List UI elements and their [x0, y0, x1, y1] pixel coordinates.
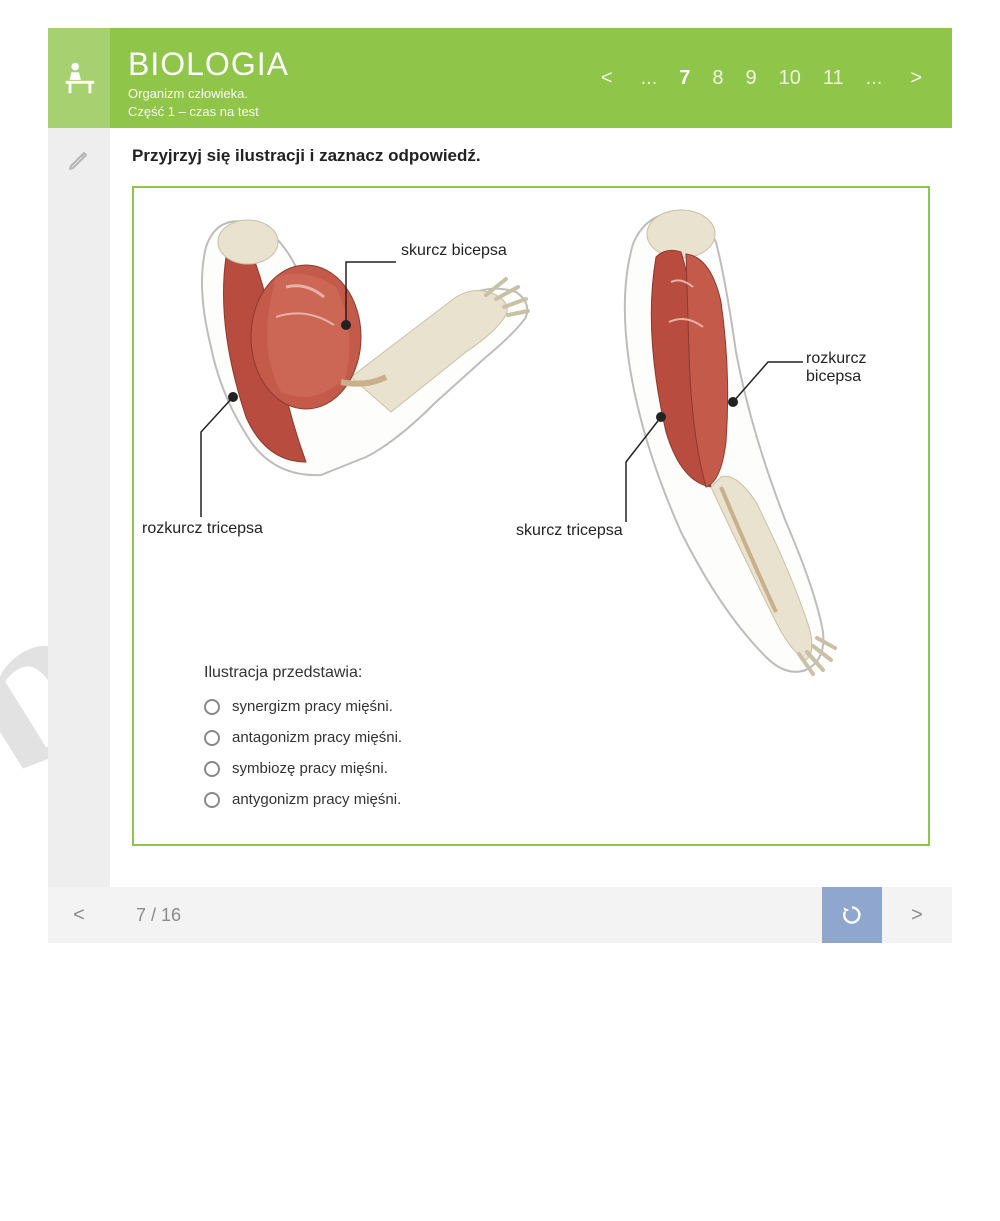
- header-titles: BIOLOGIA Organizm człowieka. Część 1 – c…: [110, 28, 309, 128]
- reset-button[interactable]: [822, 887, 882, 943]
- header-subtitle: Organizm człowieka. Część 1 – czas na te…: [128, 85, 289, 120]
- sidebar: [48, 128, 110, 887]
- pencil-icon[interactable]: [61, 142, 97, 183]
- option-1[interactable]: antagonizm pracy mięśni.: [204, 729, 402, 746]
- option-label: antygonizm pracy mięśni.: [232, 791, 401, 808]
- option-3[interactable]: antygonizm pracy mięśni.: [204, 791, 402, 808]
- illustration-box: skurcz bicepsa rozkurcz tricepsa: [132, 186, 930, 846]
- option-2[interactable]: symbiozę pracy mięśni.: [204, 760, 402, 777]
- body: Przyjrzyj się ilustracji i zaznacz odpow…: [48, 128, 952, 887]
- footer: < 7 / 16 >: [48, 887, 952, 943]
- callout-line: [196, 392, 276, 532]
- footer-counter: 7 / 16: [110, 905, 181, 926]
- callout-line: [728, 352, 848, 412]
- page-next-button[interactable]: >: [904, 67, 928, 90]
- radio-icon: [204, 792, 220, 808]
- radio-icon: [204, 730, 220, 746]
- page-ellipsis-right: ...: [866, 67, 883, 90]
- option-0[interactable]: synergizm pracy mięśni.: [204, 698, 402, 715]
- radio-icon: [204, 699, 220, 715]
- reset-icon: [839, 902, 865, 928]
- radio-icon: [204, 761, 220, 777]
- footer-right: >: [822, 887, 952, 943]
- footer-prev-button[interactable]: <: [48, 904, 110, 927]
- page-number-8[interactable]: 8: [712, 67, 723, 90]
- page-number-11[interactable]: 11: [823, 67, 844, 90]
- header: BIOLOGIA Organizm człowieka. Część 1 – c…: [48, 28, 952, 128]
- label-skurcz-tricepsa: skurcz tricepsa: [516, 522, 623, 540]
- callout-line: [341, 252, 461, 332]
- content: Przyjrzyj się ilustracji i zaznacz odpow…: [110, 128, 952, 887]
- muscle-diagram: skurcz bicepsa rozkurcz tricepsa: [146, 202, 916, 632]
- option-label: antagonizm pracy mięśni.: [232, 729, 402, 746]
- page-prev-button[interactable]: <: [595, 67, 619, 90]
- page-ellipsis-left: ...: [641, 67, 658, 90]
- page-number-9[interactable]: 9: [746, 67, 757, 90]
- question-prompt: Przyjrzyj się ilustracji i zaznacz odpow…: [132, 146, 930, 166]
- answers-title: Ilustracja przedstawia:: [204, 664, 402, 682]
- answers-block: Ilustracja przedstawia: synergizm pracy …: [204, 664, 402, 822]
- page-number-7[interactable]: 7: [679, 67, 690, 90]
- header-title: BIOLOGIA: [128, 46, 289, 83]
- footer-next-button[interactable]: >: [882, 887, 952, 943]
- app-frame: BIOLOGIA Organizm człowieka. Część 1 – c…: [48, 28, 952, 943]
- student-desk-icon: [48, 28, 110, 128]
- option-label: synergizm pracy mięśni.: [232, 698, 393, 715]
- callout-line: [616, 412, 696, 537]
- option-label: symbiozę pracy mięśni.: [232, 760, 388, 777]
- header-pagination: < ... 7 8 9 10 11 ... >: [595, 28, 952, 128]
- page-number-10[interactable]: 10: [779, 67, 801, 90]
